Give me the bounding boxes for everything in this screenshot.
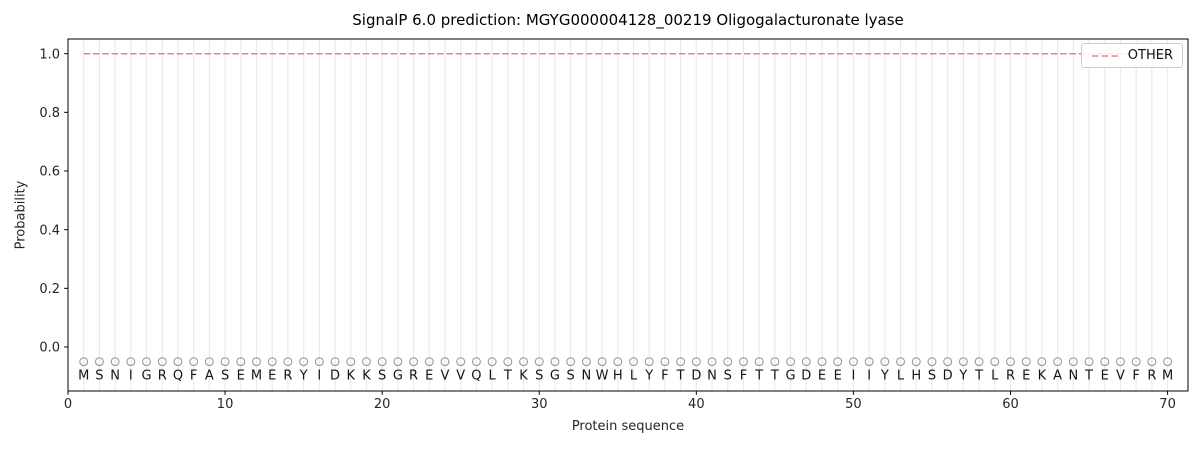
- svg-text:F: F: [1132, 368, 1139, 383]
- svg-text:F: F: [740, 368, 747, 383]
- svg-text:F: F: [661, 368, 668, 383]
- svg-text:T: T: [770, 368, 779, 383]
- svg-text:L: L: [488, 368, 496, 383]
- svg-text:T: T: [676, 368, 685, 383]
- svg-text:Y: Y: [880, 368, 889, 383]
- svg-text:A: A: [205, 368, 214, 383]
- svg-text:R: R: [1147, 368, 1156, 383]
- svg-text:K: K: [519, 368, 528, 383]
- svg-text:0.6: 0.6: [39, 165, 60, 180]
- svg-text:N: N: [707, 368, 717, 383]
- svg-text:I: I: [129, 368, 133, 383]
- svg-text:I: I: [851, 368, 855, 383]
- svg-text:S: S: [378, 368, 386, 383]
- legend-dash-icon: [1091, 54, 1120, 57]
- svg-text:K: K: [362, 368, 371, 383]
- svg-text:0.4: 0.4: [39, 223, 60, 238]
- svg-text:S: S: [221, 368, 229, 383]
- svg-text:E: E: [268, 368, 276, 383]
- svg-text:R: R: [409, 368, 418, 383]
- svg-text:70: 70: [1159, 397, 1176, 412]
- svg-text:S: S: [567, 368, 575, 383]
- svg-text:0.2: 0.2: [39, 282, 60, 297]
- svg-text:N: N: [110, 368, 120, 383]
- svg-text:S: S: [95, 368, 103, 383]
- svg-text:E: E: [1101, 368, 1109, 383]
- svg-text:Y: Y: [644, 368, 653, 383]
- svg-text:H: H: [613, 368, 623, 383]
- legend: OTHER: [1080, 43, 1183, 68]
- svg-text:G: G: [550, 368, 560, 383]
- svg-text:10: 10: [217, 397, 234, 412]
- svg-text:E: E: [425, 368, 433, 383]
- svg-text:40: 40: [688, 397, 705, 412]
- svg-text:M: M: [1162, 368, 1173, 383]
- svg-text:E: E: [818, 368, 826, 383]
- svg-text:0: 0: [64, 397, 72, 412]
- svg-text:T: T: [974, 368, 983, 383]
- svg-text:R: R: [158, 368, 167, 383]
- svg-text:W: W: [596, 368, 609, 383]
- svg-text:K: K: [346, 368, 355, 383]
- svg-text:Q: Q: [471, 368, 481, 383]
- svg-text:S: S: [724, 368, 732, 383]
- svg-text:M: M: [251, 368, 262, 383]
- svg-text:N: N: [1068, 368, 1078, 383]
- svg-text:L: L: [991, 368, 999, 383]
- svg-text:L: L: [897, 368, 905, 383]
- svg-text:0.0: 0.0: [39, 341, 60, 356]
- svg-text:S: S: [535, 368, 543, 383]
- svg-text:E: E: [1022, 368, 1030, 383]
- svg-text:50: 50: [845, 397, 862, 412]
- svg-text:M: M: [78, 368, 89, 383]
- svg-text:V: V: [441, 368, 450, 383]
- svg-text:1.0: 1.0: [39, 47, 60, 62]
- svg-text:60: 60: [1002, 397, 1019, 412]
- svg-text:N: N: [582, 368, 592, 383]
- svg-text:D: D: [691, 368, 701, 383]
- svg-text:V: V: [1116, 368, 1125, 383]
- svg-text:E: E: [834, 368, 842, 383]
- svg-text:L: L: [630, 368, 638, 383]
- svg-text:Y: Y: [299, 368, 308, 383]
- svg-text:V: V: [456, 368, 465, 383]
- svg-text:R: R: [283, 368, 292, 383]
- svg-text:G: G: [786, 368, 796, 383]
- svg-text:0.8: 0.8: [39, 106, 60, 121]
- svg-text:20: 20: [374, 397, 391, 412]
- svg-text:T: T: [754, 368, 763, 383]
- x-axis-label: Protein sequence: [571, 419, 685, 434]
- svg-text:30: 30: [531, 397, 548, 412]
- svg-text:A: A: [1053, 368, 1062, 383]
- legend-label: OTHER: [1127, 48, 1173, 63]
- svg-text:T: T: [1084, 368, 1093, 383]
- svg-text:G: G: [142, 368, 152, 383]
- svg-text:T: T: [503, 368, 512, 383]
- chart-title: SignalP 6.0 prediction: MGYG000004128_00…: [352, 11, 904, 29]
- svg-text:Y: Y: [958, 368, 967, 383]
- svg-text:H: H: [911, 368, 921, 383]
- svg-text:E: E: [237, 368, 245, 383]
- svg-text:Q: Q: [173, 368, 183, 383]
- svg-text:S: S: [928, 368, 936, 383]
- svg-text:R: R: [1006, 368, 1015, 383]
- svg-text:D: D: [801, 368, 811, 383]
- svg-text:I: I: [867, 368, 871, 383]
- svg-text:F: F: [190, 368, 197, 383]
- svg-text:K: K: [1038, 368, 1047, 383]
- svg-text:I: I: [317, 368, 321, 383]
- svg-text:D: D: [943, 368, 953, 383]
- svg-text:D: D: [330, 368, 340, 383]
- svg-text:G: G: [393, 368, 403, 383]
